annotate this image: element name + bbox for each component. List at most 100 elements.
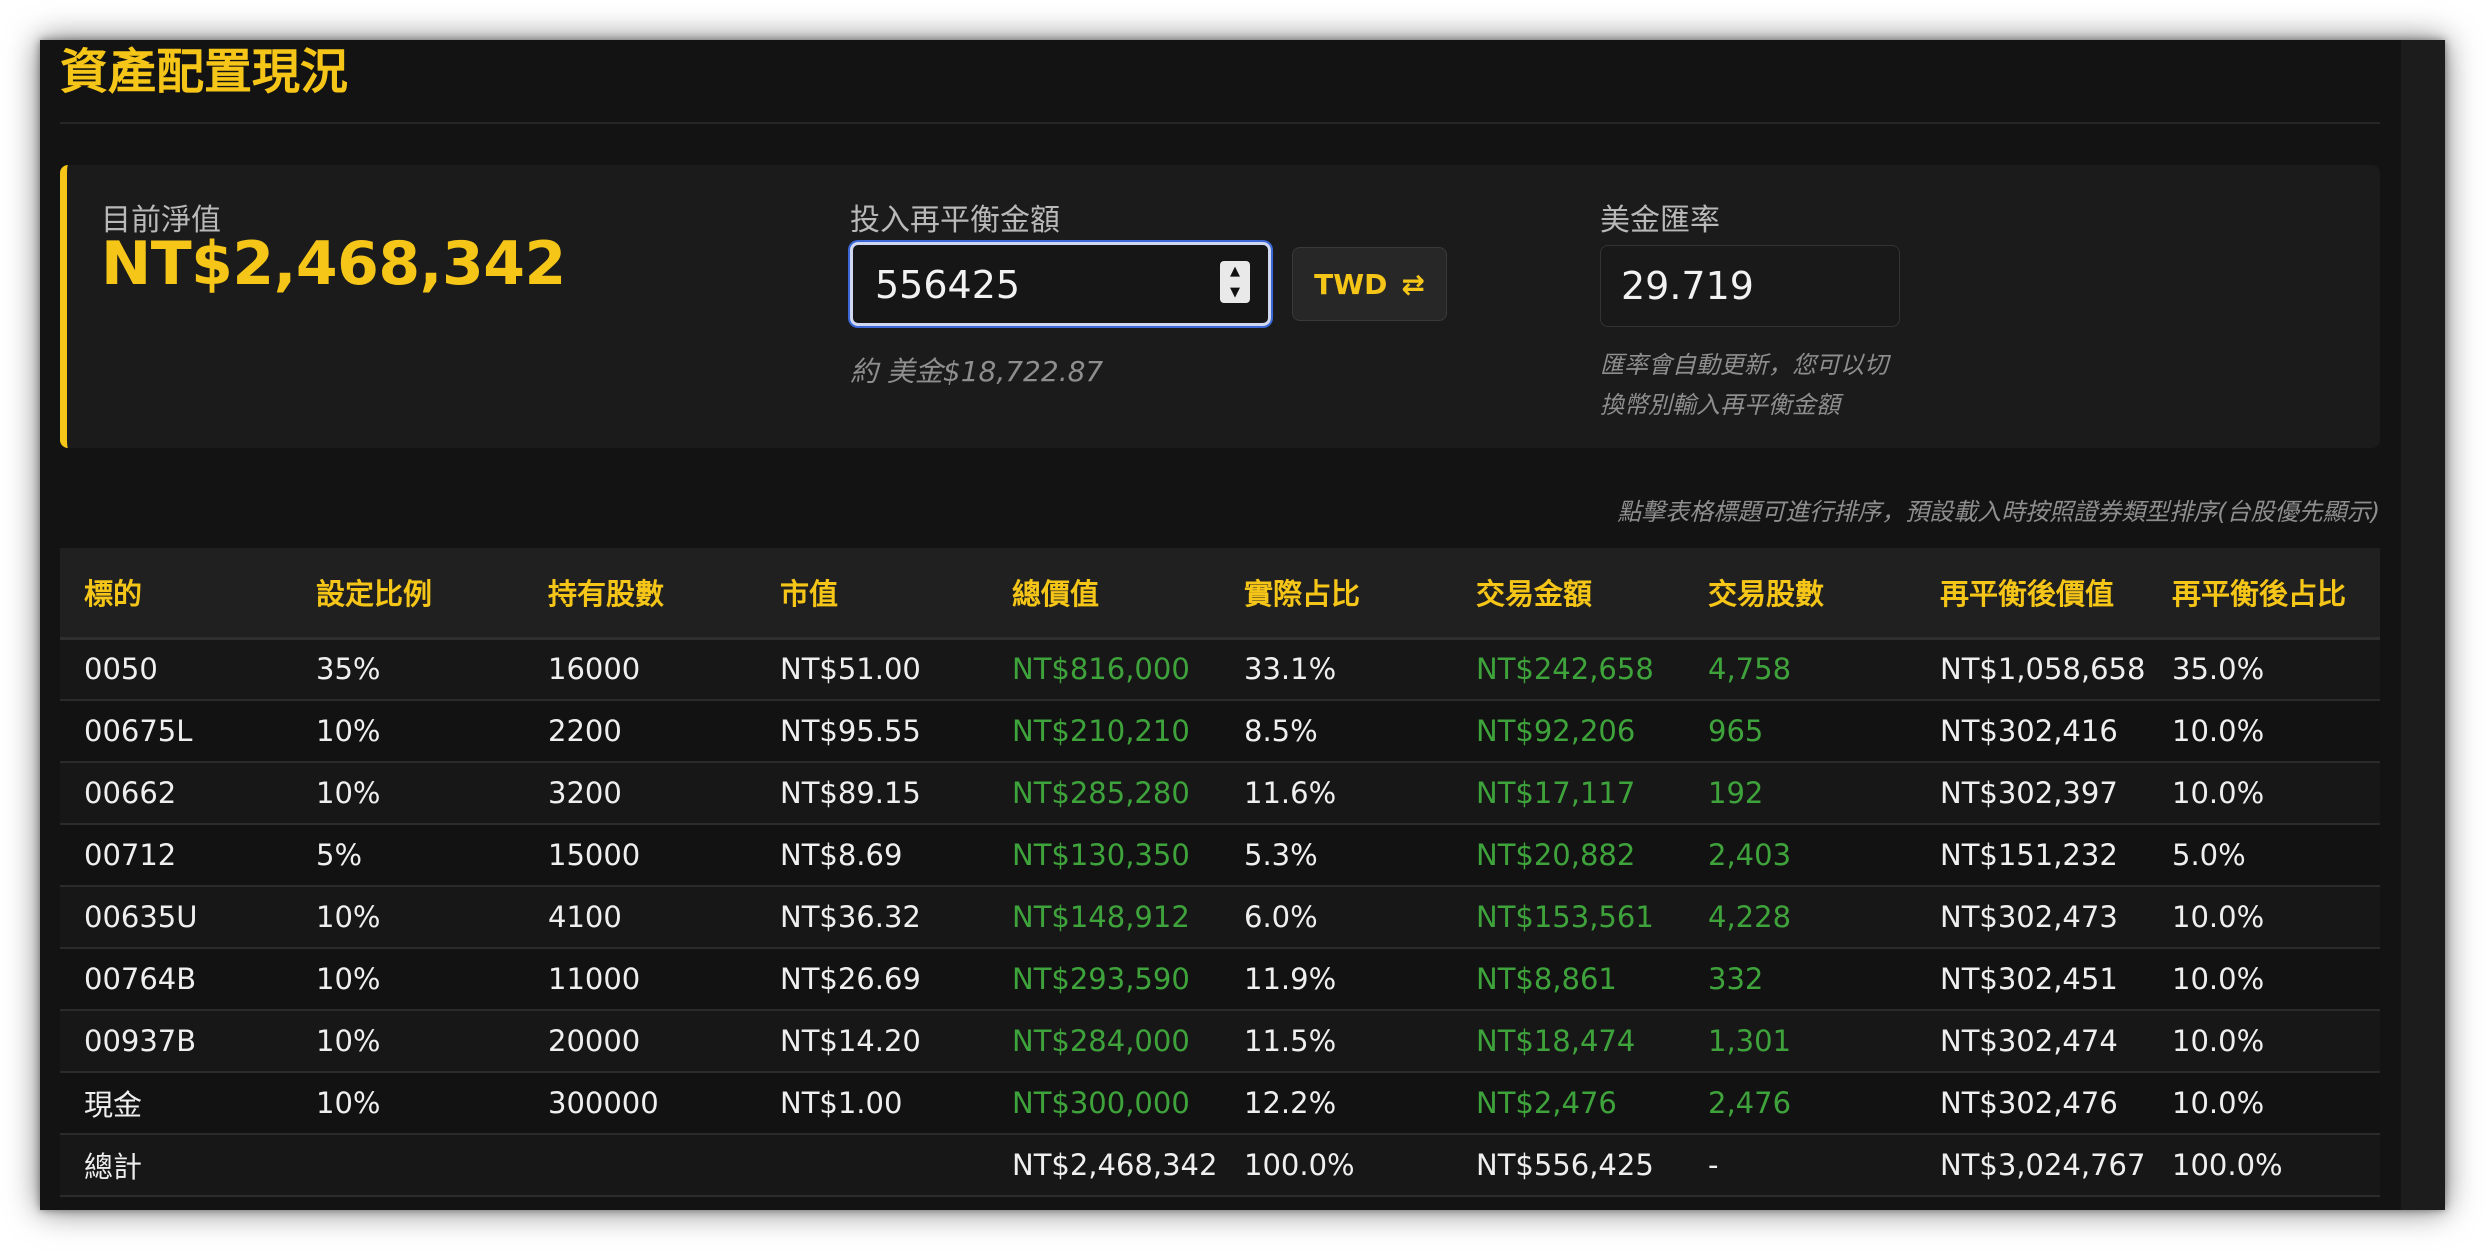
networth-value: NT$2,468,342 [101,229,566,299]
cell-trade-amount: NT$18,474 [1476,1024,1636,1058]
cell-trade-amount: NT$2,476 [1476,1086,1617,1120]
amount-field[interactable]: ▲ ▼ [850,242,1271,326]
cell-price: NT$8.69 [780,838,903,872]
cell-trade-amount: NT$242,658 [1476,652,1654,687]
title-divider [60,122,2380,124]
cell-rebalanced-value: NT$151,232 [1940,838,2118,872]
cell-target-ratio: 10% [316,1024,381,1058]
cell-target-ratio: 35% [316,652,381,687]
summary-panel: 目前淨值 NT$2,468,342 投入再平衡金額 ▲ ▼ TWD ⇄ 約 美金… [60,165,2380,448]
cell-target-ratio: 10% [316,1086,381,1120]
cell-shares: 20000 [548,1024,641,1058]
scrollbar-track[interactable] [2401,40,2445,1210]
cell-rebalanced-ratio: 35.0% [2172,652,2265,687]
cell-target-ratio: 5% [316,838,363,872]
cell-shares: 15000 [548,838,641,872]
cell-ticker: 00675L [84,714,193,748]
cell-shares: 16000 [548,652,641,687]
cell-trade-amount: NT$153,561 [1476,900,1654,934]
column-header[interactable]: 實際占比 [1220,548,1452,640]
cell-target-ratio: 10% [316,900,381,934]
cell-actual-ratio: 6.0% [1244,900,1318,934]
swap-arrows-icon: ⇄ [1401,267,1425,301]
cell-rebalanced-ratio: 10.0% [2172,1024,2265,1058]
cell-actual-ratio: 100.0% [1244,1148,1355,1182]
table-row: 00675L 10% 2200 NT$95.55 NT$210,210 8.5%… [60,700,2380,762]
cell-total-value: NT$2,468,342 [1012,1148,1218,1182]
column-header[interactable]: 總價值 [988,548,1220,640]
cell-actual-ratio: 11.9% [1244,962,1337,996]
cell-trade-shares: 332 [1708,962,1764,996]
cell-trade-shares: 2,403 [1708,838,1792,872]
rate-field[interactable]: 29.719 [1600,245,1900,327]
cell-rebalanced-value: NT$302,416 [1940,714,2118,748]
table-row: 00764B 10% 11000 NT$26.69 NT$293,590 11.… [60,948,2380,1010]
column-header[interactable]: 再平衡後價值 [1916,548,2148,640]
cell-rebalanced-ratio: 5.0% [2172,838,2246,872]
cell-trade-amount: NT$20,882 [1476,838,1636,872]
cell-shares: 4100 [548,900,622,934]
cell-rebalanced-value: NT$302,474 [1940,1024,2118,1058]
table-total-row: 總計 NT$2,468,342 100.0% NT$556,425 - NT$3… [60,1134,2380,1196]
allocation-table: 標的 設定比例 持有股數 市值 總價值 實際占比 交易金額 交易股數 再平衡後價… [60,548,2380,1197]
column-header[interactable]: 再平衡後占比 [2148,548,2380,640]
cell-ticker: 00712 [84,838,177,872]
spinner-down-icon[interactable]: ▼ [1230,285,1240,300]
cell-empty [524,1134,756,1196]
cell-total-value: NT$285,280 [1012,776,1190,810]
cell-total-label: 總計 [84,1150,143,1184]
table-header-row: 標的 設定比例 持有股數 市值 總價值 實際占比 交易金額 交易股數 再平衡後價… [60,548,2380,640]
column-header[interactable]: 標的 [60,548,292,640]
cell-shares: 2200 [548,714,622,748]
cell-actual-ratio: 33.1% [1244,652,1337,687]
cell-target-ratio: 10% [316,776,381,810]
cell-rebalanced-value: NT$3,024,767 [1940,1148,2146,1182]
cell-trade-shares: 192 [1708,776,1764,810]
cell-actual-ratio: 11.5% [1244,1024,1337,1058]
cell-total-value: NT$293,590 [1012,962,1190,996]
cell-trade-shares: 2,476 [1708,1086,1792,1120]
cell-rebalanced-value: NT$302,473 [1940,900,2118,934]
cell-price: NT$14.20 [780,1024,921,1058]
cell-price: NT$1.00 [780,1086,903,1120]
cell-ticker: 現金 [84,1088,143,1122]
cell-price: NT$36.32 [780,900,921,934]
currency-toggle-button[interactable]: TWD ⇄ [1292,247,1447,321]
spinner-up-icon[interactable]: ▲ [1230,264,1240,279]
table-row: 0050 35% 16000 NT$51.00 NT$816,000 33.1%… [60,638,2380,700]
number-spinner-icon[interactable]: ▲ ▼ [1220,261,1250,303]
column-header[interactable]: 市值 [756,548,988,640]
cell-trade-amount: NT$17,117 [1476,776,1636,810]
cell-trade-shares: 1,301 [1708,1024,1792,1058]
cell-actual-ratio: 5.3% [1244,838,1318,872]
cell-actual-ratio: 8.5% [1244,714,1318,748]
cell-empty [292,1134,524,1196]
cell-total-value: NT$816,000 [1012,652,1190,687]
cell-price: NT$89.15 [780,776,921,810]
table-row: 00662 10% 3200 NT$89.15 NT$285,280 11.6%… [60,762,2380,824]
networth-label: 目前淨值 [101,203,221,238]
table-row: 現金 10% 300000 NT$1.00 NT$300,000 12.2% N… [60,1072,2380,1134]
cell-total-value: NT$130,350 [1012,838,1190,872]
cell-shares: 300000 [548,1086,659,1120]
cell-price: NT$26.69 [780,962,921,996]
cell-rebalanced-ratio: 10.0% [2172,776,2265,810]
cell-ticker: 0050 [84,652,158,687]
column-header[interactable]: 持有股數 [524,548,756,640]
rate-note: 匯率會自動更新，您可以切換幣別輸入再平衡金額 [1600,351,1888,419]
cell-trade-amount: NT$556,425 [1476,1148,1654,1182]
amount-input[interactable] [873,245,1207,325]
column-header[interactable]: 交易金額 [1452,548,1684,640]
cell-total-value: NT$148,912 [1012,900,1190,934]
column-header[interactable]: 交易股數 [1684,548,1916,640]
cell-total-value: NT$284,000 [1012,1024,1190,1058]
column-header[interactable]: 設定比例 [292,548,524,640]
cell-actual-ratio: 11.6% [1244,776,1337,810]
cell-rebalanced-value: NT$302,476 [1940,1086,2118,1120]
amount-label: 投入再平衡金額 [850,203,1060,238]
cell-actual-ratio: 12.2% [1244,1086,1337,1120]
cell-rebalanced-ratio: 10.0% [2172,714,2265,748]
cell-price: NT$95.55 [780,714,921,748]
cell-rebalanced-ratio: 10.0% [2172,1086,2265,1120]
cell-target-ratio: 10% [316,714,381,748]
